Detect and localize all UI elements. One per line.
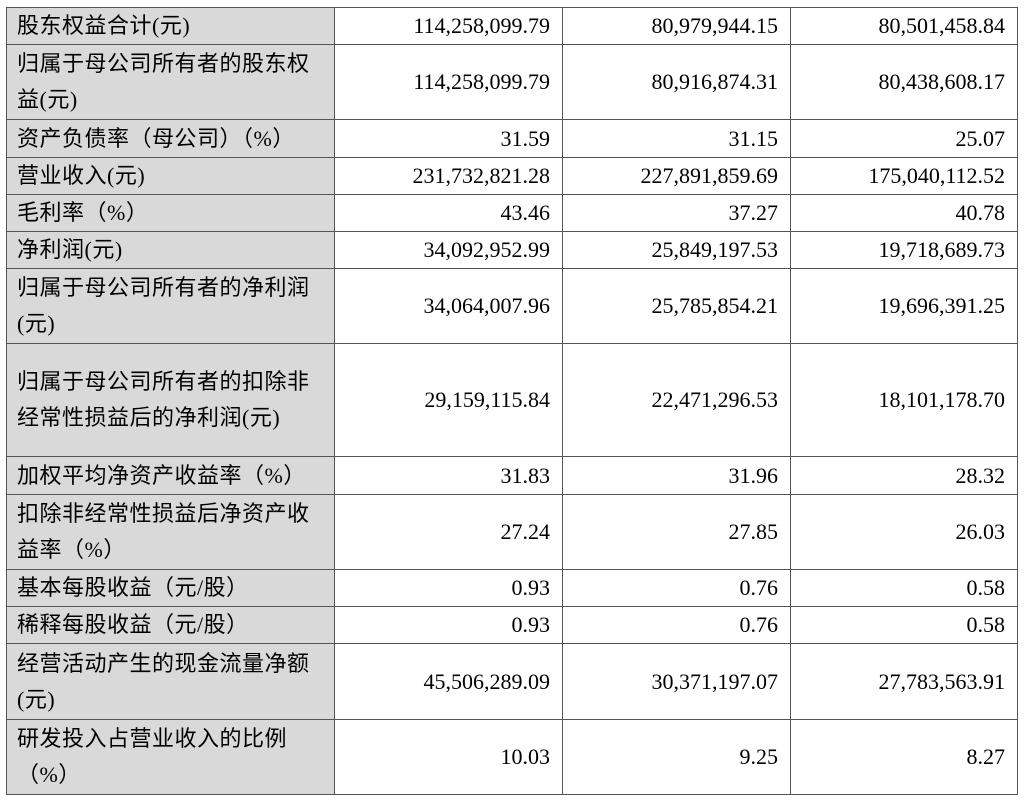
- value-cell: 43.46: [334, 194, 563, 232]
- value-cell: 175,040,112.52: [790, 157, 1018, 195]
- value-cell: 30,371,197.07: [562, 643, 791, 720]
- row-label: 营业收入(元): [6, 157, 335, 195]
- value-cell: 31.59: [334, 119, 563, 158]
- table-row: 营业收入(元) 231,732,821.28 227,891,859.69 17…: [6, 157, 1018, 195]
- value-cell: 34,064,007.96: [334, 268, 563, 344]
- table-row: 归属于母公司所有者的股东权益(元) 114,258,099.79 80,916,…: [6, 44, 1018, 120]
- table-row: 净利润(元) 34,092,952.99 25,849,197.53 19,71…: [6, 231, 1018, 269]
- row-label: 经营活动产生的现金流量净额(元): [6, 643, 335, 720]
- row-label: 研发投入占营业收入的比例（%）: [6, 719, 335, 795]
- row-label: 归属于母公司所有者的扣除非经常性损益后的净利润(元): [6, 343, 335, 457]
- table-row: 扣除非经常性损益后净资产收益率（%） 27.24 27.85 26.03: [6, 494, 1018, 570]
- row-label: 基本每股收益（元/股）: [6, 569, 335, 607]
- value-cell: 28.32: [790, 456, 1018, 495]
- value-cell: 231,732,821.28: [334, 157, 563, 195]
- value-cell: 25.07: [790, 119, 1018, 158]
- value-cell: 0.76: [562, 606, 791, 644]
- value-cell: 0.58: [790, 606, 1018, 644]
- value-cell: 29,159,115.84: [334, 343, 563, 457]
- table-row: 加权平均净资产收益率（%） 31.83 31.96 28.32: [6, 456, 1018, 495]
- row-label: 归属于母公司所有者的净利润(元): [6, 268, 335, 344]
- row-label: 资产负债率（母公司）（%）: [6, 119, 335, 158]
- value-cell: 0.93: [334, 606, 563, 644]
- row-label: 加权平均净资产收益率（%）: [6, 456, 335, 495]
- value-cell: 31.83: [334, 456, 563, 495]
- value-cell: 114,258,099.79: [334, 44, 563, 120]
- value-cell: 37.27: [562, 194, 791, 232]
- value-cell: 26.03: [790, 494, 1018, 570]
- value-cell: 45,506,289.09: [334, 643, 563, 720]
- financial-indicators-table: 股东权益合计(元) 114,258,099.79 80,979,944.15 8…: [6, 7, 1018, 795]
- value-cell: 8.27: [790, 719, 1018, 795]
- table-row: 研发投入占营业收入的比例（%） 10.03 9.25 8.27: [6, 719, 1018, 795]
- value-cell: 31.96: [562, 456, 791, 495]
- value-cell: 114,258,099.79: [334, 7, 563, 45]
- value-cell: 10.03: [334, 719, 563, 795]
- value-cell: 34,092,952.99: [334, 231, 563, 269]
- value-cell: 27.85: [562, 494, 791, 570]
- value-cell: 18,101,178.70: [790, 343, 1018, 457]
- value-cell: 25,785,854.21: [562, 268, 791, 344]
- value-cell: 25,849,197.53: [562, 231, 791, 269]
- value-cell: 80,438,608.17: [790, 44, 1018, 120]
- value-cell: 22,471,296.53: [562, 343, 791, 457]
- value-cell: 27,783,563.91: [790, 643, 1018, 720]
- value-cell: 40.78: [790, 194, 1018, 232]
- value-cell: 9.25: [562, 719, 791, 795]
- row-label: 股东权益合计(元): [6, 7, 335, 45]
- table-row: 毛利率（%） 43.46 37.27 40.78: [6, 194, 1018, 232]
- value-cell: 227,891,859.69: [562, 157, 791, 195]
- value-cell: 0.76: [562, 569, 791, 607]
- table-row: 资产负债率（母公司）（%） 31.59 31.15 25.07: [6, 119, 1018, 158]
- table-row: 归属于母公司所有者的扣除非经常性损益后的净利润(元) 29,159,115.84…: [6, 343, 1018, 457]
- value-cell: 19,696,391.25: [790, 268, 1018, 344]
- row-label: 扣除非经常性损益后净资产收益率（%）: [6, 494, 335, 570]
- row-label: 净利润(元): [6, 231, 335, 269]
- row-label: 稀释每股收益（元/股）: [6, 606, 335, 644]
- table-row: 稀释每股收益（元/股） 0.93 0.76 0.58: [6, 606, 1018, 644]
- value-cell: 19,718,689.73: [790, 231, 1018, 269]
- value-cell: 80,916,874.31: [562, 44, 791, 120]
- value-cell: 0.58: [790, 569, 1018, 607]
- table-row: 归属于母公司所有者的净利润(元) 34,064,007.96 25,785,85…: [6, 268, 1018, 344]
- table-row: 基本每股收益（元/股） 0.93 0.76 0.58: [6, 569, 1018, 607]
- value-cell: 31.15: [562, 119, 791, 158]
- value-cell: 0.93: [334, 569, 563, 607]
- table-row: 股东权益合计(元) 114,258,099.79 80,979,944.15 8…: [6, 7, 1018, 45]
- row-label: 毛利率（%）: [6, 194, 335, 232]
- value-cell: 80,501,458.84: [790, 7, 1018, 45]
- table-row: 经营活动产生的现金流量净额(元) 45,506,289.09 30,371,19…: [6, 643, 1018, 720]
- row-label: 归属于母公司所有者的股东权益(元): [6, 44, 335, 120]
- value-cell: 80,979,944.15: [562, 7, 791, 45]
- value-cell: 27.24: [334, 494, 563, 570]
